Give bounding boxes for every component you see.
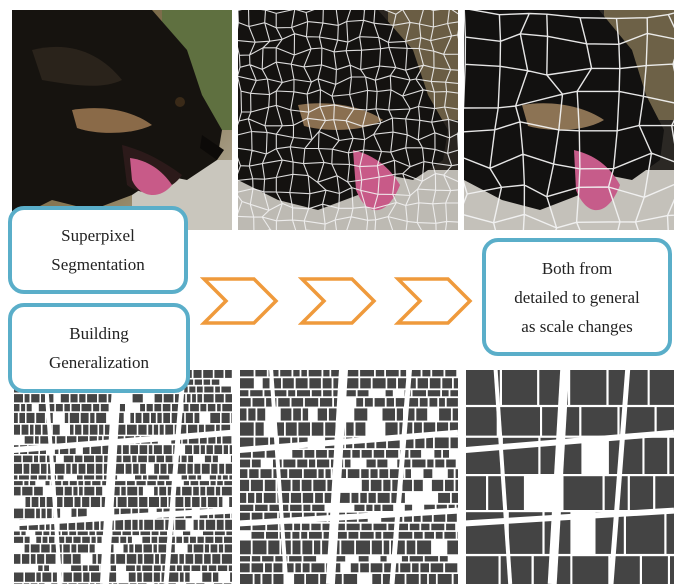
building-footprints (14, 370, 232, 584)
road-network (464, 368, 674, 584)
road-network (238, 368, 458, 584)
superpixel-boundaries (464, 10, 674, 230)
dog-superpixel-fine (238, 10, 458, 230)
superpixel-label-line-1: Superpixel (61, 226, 135, 245)
chevron-right-icon (298, 277, 377, 325)
result-label-line-1: Both from (541, 258, 613, 278)
generalization-label-line-2: Generalization (48, 353, 150, 372)
result-box: Both from detailed to general as scale c… (482, 238, 672, 356)
result-label-line-2: detailed to general (514, 287, 640, 307)
chevron-right-icon (394, 277, 473, 325)
dog-original-photo (12, 10, 232, 230)
buildings-original-map (12, 368, 232, 584)
building-footprints (240, 370, 458, 584)
road-network (12, 368, 232, 584)
superpixel-segmentation-box: Superpixel Segmentation (8, 206, 188, 294)
building-generalization-box: Building Generalization (8, 303, 190, 393)
superpixel-label-line-2: Segmentation (51, 255, 145, 274)
generalization-label-line-1: Building (69, 324, 129, 343)
result-label-line-3: as scale changes (521, 316, 633, 336)
buildings-generalized-map-1 (238, 368, 458, 584)
superpixel-boundaries (238, 10, 458, 230)
buildings-generalized-map-2 (464, 368, 674, 584)
chevron-right-icon (200, 277, 279, 325)
dog-superpixel-coarse (464, 10, 674, 230)
